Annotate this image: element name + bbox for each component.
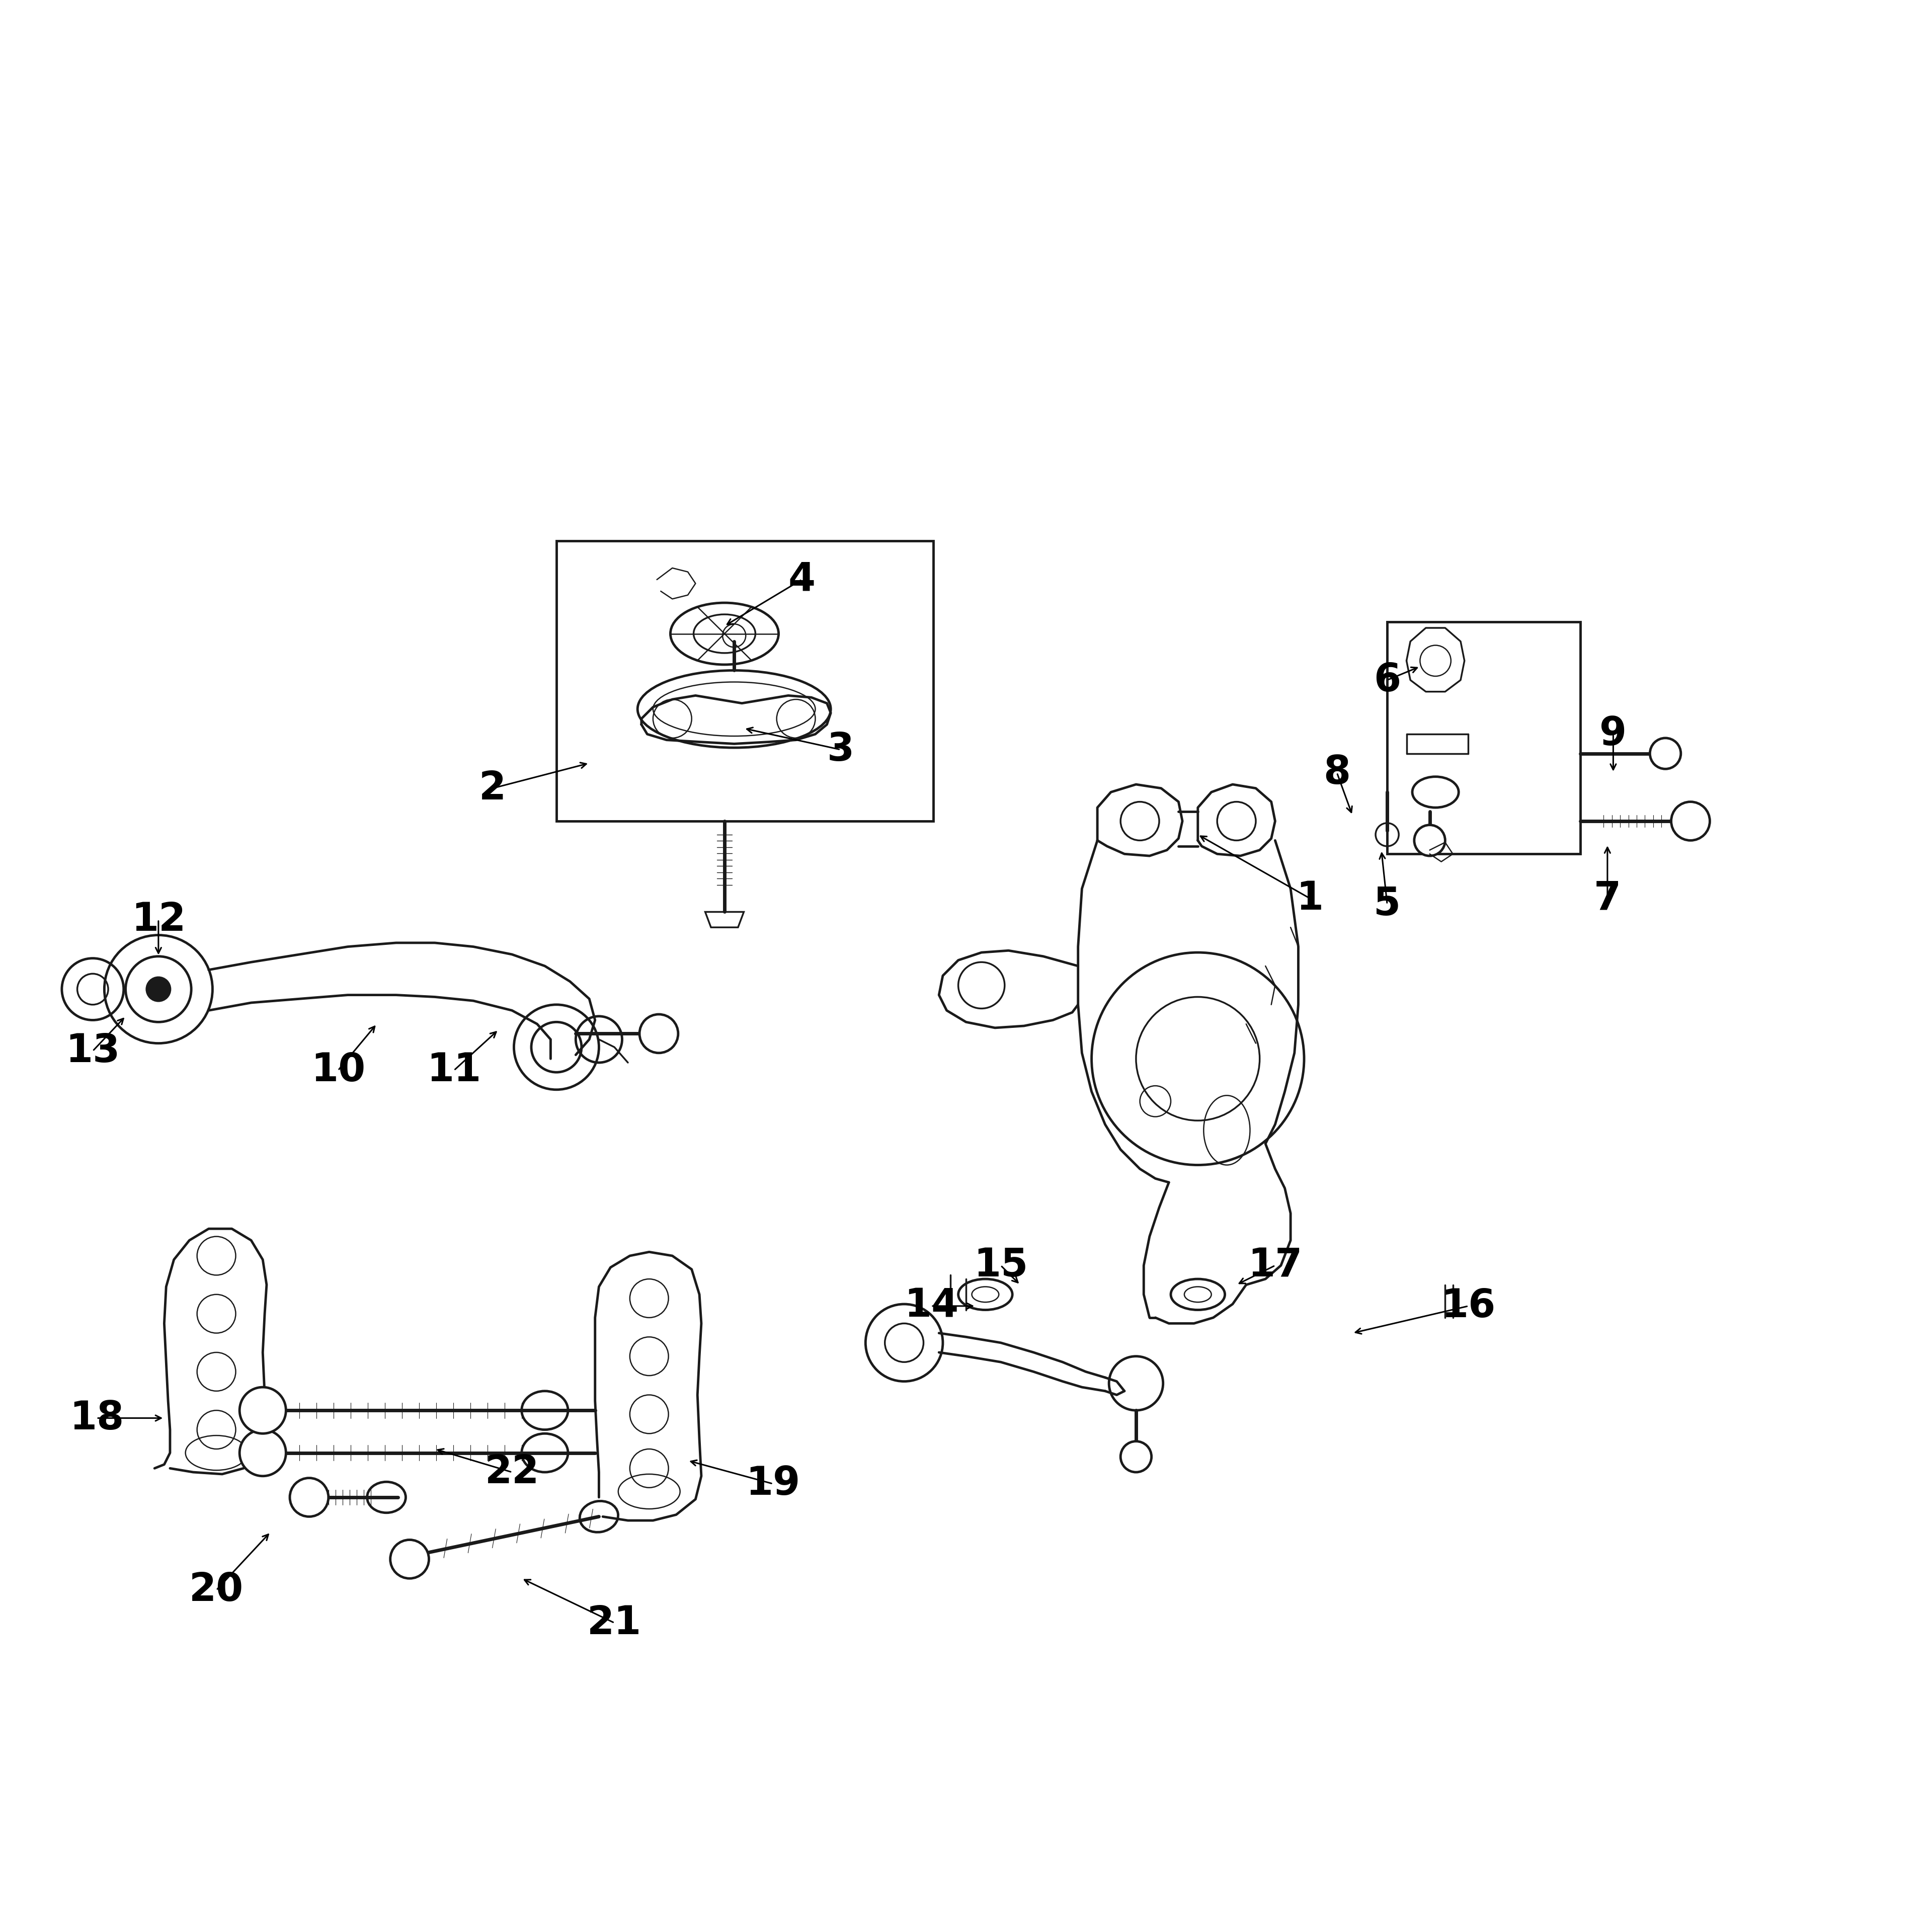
Circle shape bbox=[1671, 802, 1710, 840]
Text: 5: 5 bbox=[1374, 885, 1401, 923]
Text: 1: 1 bbox=[1296, 879, 1323, 918]
Text: 21: 21 bbox=[587, 1604, 641, 1642]
Text: 12: 12 bbox=[131, 900, 185, 939]
Text: 16: 16 bbox=[1441, 1287, 1495, 1325]
Text: 8: 8 bbox=[1323, 753, 1350, 792]
Text: 6: 6 bbox=[1374, 661, 1401, 699]
Text: 4: 4 bbox=[788, 560, 815, 599]
Text: 10: 10 bbox=[311, 1051, 365, 1090]
Circle shape bbox=[390, 1540, 429, 1578]
Text: 14: 14 bbox=[904, 1287, 958, 1325]
Circle shape bbox=[1650, 738, 1681, 769]
Circle shape bbox=[290, 1478, 328, 1517]
Text: 13: 13 bbox=[66, 1032, 120, 1070]
Text: 15: 15 bbox=[974, 1246, 1028, 1285]
Text: 18: 18 bbox=[70, 1399, 124, 1437]
Circle shape bbox=[147, 978, 170, 1001]
Text: 19: 19 bbox=[746, 1464, 800, 1503]
Bar bbox=[556, 541, 933, 821]
Text: 11: 11 bbox=[427, 1051, 481, 1090]
Circle shape bbox=[1414, 825, 1445, 856]
Text: 20: 20 bbox=[189, 1571, 243, 1609]
Text: 3: 3 bbox=[827, 730, 854, 769]
Text: 22: 22 bbox=[485, 1453, 539, 1492]
Circle shape bbox=[639, 1014, 678, 1053]
Bar bbox=[1387, 622, 1580, 854]
Text: 2: 2 bbox=[479, 769, 506, 808]
Text: 17: 17 bbox=[1248, 1246, 1302, 1285]
Circle shape bbox=[240, 1387, 286, 1434]
Circle shape bbox=[240, 1430, 286, 1476]
Text: 7: 7 bbox=[1594, 879, 1621, 918]
Text: 9: 9 bbox=[1600, 715, 1627, 753]
Circle shape bbox=[1121, 1441, 1151, 1472]
